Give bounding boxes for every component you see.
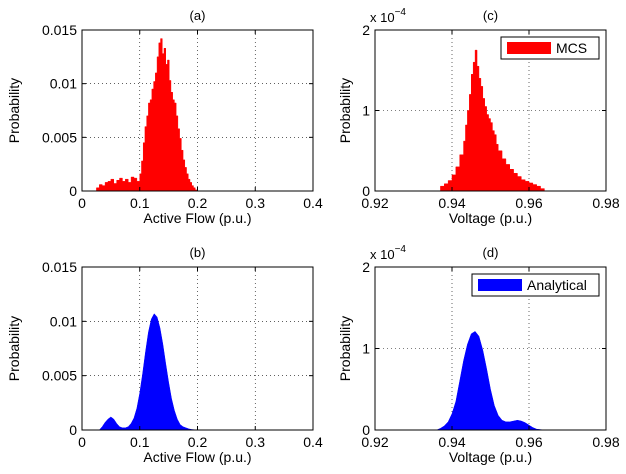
- panel-b-grid: [82, 267, 313, 430]
- panel-a-y-tick-label: 0.01: [50, 76, 77, 92]
- panel-d-y-ticks: 0 1 2: [362, 259, 606, 438]
- panel-d: 0.92 0.94 0.96 0.98 012 (d) Voltage (p.u.) …: [337, 244, 620, 465]
- panel-d-scale-base: x 10: [370, 247, 395, 262]
- panel-a-x-tick-label: 0.3: [246, 195, 266, 211]
- panel-c-y-axis-label: Probability: [337, 78, 353, 143]
- panel-b-x-tick-label: 0.1: [130, 434, 150, 450]
- panel-d-y-axis-label: Probability: [337, 316, 353, 381]
- panel-a: 0 0.1 0.2 0.3 0.4 0 0.005 0.01 0.015 (a) Active…: [6, 8, 323, 226]
- panel-d-y-tick-label: 2: [362, 259, 370, 275]
- panel-a-y-tick-label: 0.005: [42, 129, 77, 145]
- panel-c-x-tick-label: 0.96: [515, 195, 542, 211]
- panel-d-scale-exponent: −4: [395, 244, 407, 255]
- panel-c-grid: [375, 30, 606, 191]
- panel-b-x-axis-label: Active Flow (p.u.): [143, 449, 251, 465]
- panel-c-scale-exponent: −4: [395, 7, 407, 18]
- panel-b-x-tick-label: 0.4: [303, 434, 323, 450]
- panel-c-y-tick-label: 0: [362, 183, 370, 199]
- panel-a-grid: [82, 30, 313, 191]
- panel-a-x-tick-label: 0.2: [188, 195, 208, 211]
- panel-b-y-ticks: 0 0.005 0.01 0.015: [42, 259, 313, 438]
- panel-d-x-tick-label: 0.98: [592, 434, 619, 450]
- panel-b-y-tick-label: 0.005: [42, 368, 77, 384]
- panel-b-title: (b): [190, 245, 206, 260]
- panel-a-y-axis-label: Probability: [6, 78, 22, 143]
- panel-d-x-axis-label: Voltage (p.u.): [449, 449, 532, 465]
- panel-b-y-axis-label: Probability: [6, 316, 22, 381]
- panel-c-y-tick-label: 1: [362, 103, 370, 119]
- panel-c-legend: MCS: [500, 36, 600, 60]
- panel-d-legend-swatch: [478, 279, 522, 291]
- panel-d-series-area: [436, 331, 545, 431]
- panel-a-series-area: [93, 38, 199, 192]
- panel-c-x-tick-label: 0.98: [592, 195, 619, 211]
- panel-c-plot-area: [438, 49, 546, 192]
- panel-a-y-tick-label: 0.015: [42, 22, 77, 38]
- panel-b-y-tick-label: 0: [69, 422, 77, 438]
- panel-b-x-tick-label: 0.3: [246, 434, 266, 450]
- panel-a-y-ticks: 0 0.005 0.01 0.015: [42, 22, 313, 199]
- panel-d-y-tick-label: 0: [362, 422, 370, 438]
- panel-c-scale-base: x 10: [370, 10, 395, 25]
- panel-c-x-ticks: 0.92 0.94 0.96 0.98: [361, 30, 620, 211]
- panel-b-x-ticks: 0 0.1 0.2 0.3 0.4: [78, 267, 323, 450]
- panel-d-x-tick-label: 0.96: [515, 434, 542, 450]
- panel-b-plot-area: [98, 313, 198, 431]
- panel-b-x-tick-label: 0.2: [188, 434, 208, 450]
- panel-c-x-axis-label: Voltage (p.u.): [449, 210, 532, 226]
- panel-c-title: (c): [483, 8, 498, 23]
- panel-c-y-tick-label: 2: [362, 22, 370, 38]
- panel-d-title: (d): [483, 245, 499, 260]
- panel-d-y-tick-label: 1: [362, 341, 370, 357]
- panel-c-y-scale-factor: x 10−4: [370, 7, 406, 25]
- panel-a-plot-area: [93, 38, 199, 192]
- panel-d-x-ticks: 0.92 0.94 0.96 0.98: [361, 267, 620, 450]
- panel-a-x-tick-label: 0.4: [303, 195, 323, 211]
- panel-a-x-tick-label: 0: [78, 195, 86, 211]
- panel-a-y-tick-label: 0: [69, 183, 77, 199]
- panel-b-y-tick-label: 0.01: [50, 313, 77, 329]
- panel-c: 0.92 0.94 0.96 0.98 012 (c) Voltage (p.u.) …: [337, 7, 620, 226]
- panel-a-x-axis-label: Active Flow (p.u.): [143, 210, 251, 226]
- panel-b-y-tick-label: 0.015: [42, 259, 77, 275]
- panel-d-y-scale-factor: x 10−4: [370, 244, 406, 262]
- panel-c-legend-label: MCS: [556, 40, 587, 56]
- panel-d-x-tick-label: 0.94: [438, 434, 465, 450]
- panel-b-series-area: [98, 313, 198, 431]
- panel-c-x-tick-label: 0.92: [361, 195, 388, 211]
- panel-d-legend: Analytical: [471, 273, 600, 297]
- panel-c-x-tick-label: 0.94: [438, 195, 465, 211]
- panel-a-x-tick-label: 0.1: [130, 195, 150, 211]
- panel-b: 0 0.1 0.2 0.3 0.4 0 0.005 0.01 0.015 (b) Active…: [6, 245, 323, 465]
- panel-d-legend-label: Analytical: [527, 277, 587, 293]
- panel-a-x-ticks: 0 0.1 0.2 0.3 0.4: [78, 30, 323, 211]
- panel-d-plot-area: [436, 331, 545, 431]
- panel-a-title: (a): [190, 8, 206, 23]
- panel-c-y-ticks: 0 1 2: [362, 22, 606, 199]
- panel-d-grid: [375, 267, 606, 430]
- panel-c-series-area: [438, 49, 546, 192]
- panel-b-x-tick-label: 0: [78, 434, 86, 450]
- panel-d-x-tick-label: 0.92: [361, 434, 388, 450]
- panel-c-legend-swatch: [507, 42, 551, 54]
